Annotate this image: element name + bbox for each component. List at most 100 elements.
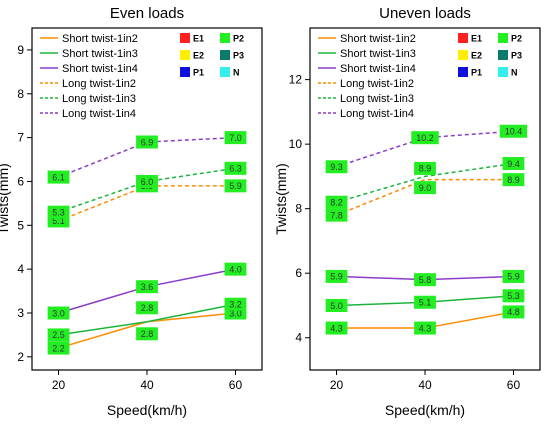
marker-legend-swatch <box>220 50 230 60</box>
marker-legend-label: P3 <box>511 51 522 61</box>
series-line-4 <box>58 185 236 222</box>
y-tick-label: 8 <box>295 202 302 216</box>
legend-label: Long twist-1in3 <box>340 93 414 105</box>
chart-panel-2: Uneven loads 20 40 60 4 6 8 10 12 Speed(km/h) Twis… <box>273 5 541 418</box>
data-label: 2.2 <box>47 341 70 355</box>
data-label-text: 5.3 <box>507 291 520 301</box>
data-label: 9.4 <box>502 157 525 171</box>
data-label-text: 2.8 <box>141 329 154 339</box>
y-tick-label: 3 <box>17 306 24 320</box>
marker-legend-label: P2 <box>511 34 522 44</box>
y-tick-label: 10 <box>289 137 303 151</box>
data-label: 5.8 <box>414 273 436 287</box>
data-label-text: 5.1 <box>419 298 432 308</box>
data-label-text: 10.2 <box>416 133 434 143</box>
series-line-6 <box>58 136 236 178</box>
data-label-box <box>47 306 70 320</box>
chart-title: Even loads <box>110 5 184 22</box>
data-label-box <box>414 273 436 287</box>
data-label-box <box>136 327 158 341</box>
x-tick-label: 60 <box>507 378 521 392</box>
x-tick-label: 20 <box>52 378 66 392</box>
y-tick-label: 8 <box>17 87 24 101</box>
data-label: 6.0 <box>136 174 158 188</box>
data-label-text: 4.3 <box>419 323 432 333</box>
x-tick-label: 20 <box>330 378 344 392</box>
data-label-text: 4.3 <box>330 323 343 333</box>
data-label-text: 7.8 <box>330 210 343 220</box>
x-axis-label: Speed(km/h) <box>107 402 187 418</box>
data-label-box <box>414 295 436 309</box>
data-label: 3.0 <box>47 306 70 320</box>
data-label: 4.0 <box>224 262 247 276</box>
data-label: 4.3 <box>414 321 436 335</box>
data-label: 5.3 <box>47 205 70 219</box>
legend-label: Long twist-1in2 <box>340 78 414 90</box>
data-label-box <box>47 341 70 355</box>
marker-legend-swatch <box>498 33 508 43</box>
y-tick-label: 12 <box>289 73 303 87</box>
marker-legend-label: E2 <box>471 51 482 61</box>
data-label: 9.0 <box>414 181 436 195</box>
y-axis-label: Twists(mm) <box>273 163 289 235</box>
marker-legend-label: E2 <box>193 51 204 61</box>
data-label: 8.2 <box>325 195 348 209</box>
data-label-box <box>136 174 158 188</box>
data-label: 8.9 <box>414 161 436 175</box>
y-tick-label: 6 <box>17 174 24 188</box>
marker-legend-swatch <box>458 50 468 60</box>
legend-label: Long twist-1in3 <box>62 93 136 105</box>
data-label: 4.3 <box>325 321 348 335</box>
data-label-box <box>414 321 436 335</box>
data-label-text: 5.3 <box>52 207 65 217</box>
data-label-box <box>325 298 348 312</box>
data-label: 4.8 <box>502 305 525 319</box>
data-label-text: 8.2 <box>330 198 343 208</box>
data-label: 5.0 <box>325 298 348 312</box>
marker-legend-swatch <box>180 33 190 43</box>
marker-legend-swatch <box>180 67 190 77</box>
data-label-box <box>414 161 436 175</box>
marker-legend-label: N <box>511 68 518 78</box>
y-tick-label: 5 <box>17 218 24 232</box>
chart-title: Uneven loads <box>379 5 471 22</box>
legend-label: Short twist-1in3 <box>62 48 138 60</box>
data-label-box <box>502 289 525 303</box>
data-label: 3.6 <box>136 280 158 294</box>
data-label-box <box>414 181 436 195</box>
data-label-box <box>325 208 348 222</box>
data-label-text: 3.6 <box>141 282 154 292</box>
legend-label: Long twist-1in4 <box>340 108 414 120</box>
data-label-text: 7.0 <box>229 133 242 143</box>
marker-legend-label: P1 <box>471 68 482 78</box>
y-tick-label: 7 <box>17 131 24 145</box>
data-label-text: 5.8 <box>419 275 432 285</box>
data-label-text: 9.4 <box>507 159 520 169</box>
data-label-text: 5.1 <box>52 216 65 226</box>
data-label: 6.3 <box>224 161 247 175</box>
x-tick-label: 40 <box>418 378 432 392</box>
data-label: 7.0 <box>224 131 247 145</box>
legend-label: Short twist-1in4 <box>62 63 138 75</box>
data-label-text: 2.2 <box>52 343 65 353</box>
data-label: 5.9 <box>502 269 525 283</box>
data-label-text: 3.2 <box>229 300 242 310</box>
data-label-text: 10.4 <box>505 127 523 137</box>
x-tick-label: 40 <box>140 378 154 392</box>
data-label-text: 6.9 <box>141 137 154 147</box>
marker-legend-swatch <box>458 33 468 43</box>
data-label-box <box>325 160 348 174</box>
data-label-text: 3.0 <box>229 308 242 318</box>
data-label-box <box>224 297 247 311</box>
series-line-5 <box>336 162 514 203</box>
data-label-text: 8.9 <box>419 164 432 174</box>
data-label-text: 5.0 <box>330 301 343 311</box>
legend-label: Long twist-1in2 <box>62 78 136 90</box>
data-label-text: 6.1 <box>52 172 65 182</box>
marker-legend-label: P1 <box>193 68 204 78</box>
marker-legend-label: E1 <box>193 34 204 44</box>
marker-legend-label: P3 <box>233 51 244 61</box>
data-label-text: 3.0 <box>52 308 65 318</box>
data-label: 10.2 <box>411 131 439 145</box>
